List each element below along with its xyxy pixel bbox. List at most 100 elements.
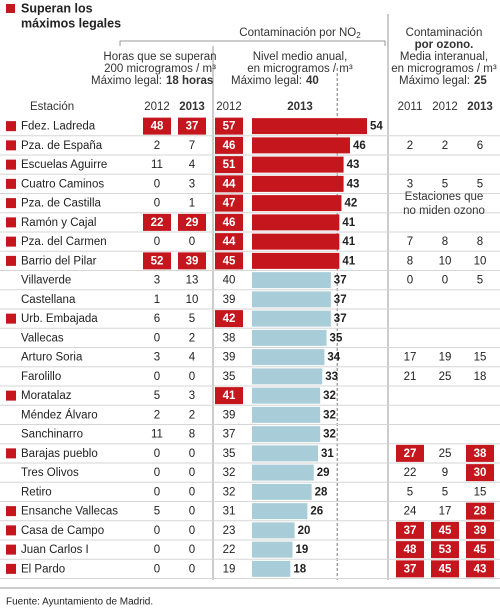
bar-value: 43 xyxy=(347,178,360,190)
cell-value: 51 xyxy=(223,159,236,171)
station-name: Pza. del Carmen xyxy=(21,236,107,248)
station-name: Cuatro Caminos xyxy=(21,178,104,190)
cell-value: 48 xyxy=(404,544,417,556)
cell-value: 46 xyxy=(223,140,236,152)
station-name: Tres Olivos xyxy=(21,467,79,479)
bar xyxy=(252,272,331,289)
cell-value: 10 xyxy=(186,294,199,306)
bar xyxy=(252,464,314,481)
bar xyxy=(252,175,344,192)
cell-value: 5 xyxy=(154,506,160,518)
highlight-cell xyxy=(466,541,494,559)
highlight-cell xyxy=(396,560,424,578)
cell-value: 3 xyxy=(189,178,195,190)
bar xyxy=(252,349,325,366)
station-name: Pza. de España xyxy=(21,140,103,152)
year-label: 2012 xyxy=(216,101,242,113)
year-label: 2013 xyxy=(287,101,313,113)
station-marker xyxy=(6,525,16,536)
station-marker xyxy=(6,236,16,247)
cell-value: 28 xyxy=(474,506,487,518)
cell-value: 15 xyxy=(474,352,487,364)
cell-value: 1 xyxy=(154,294,160,306)
column-header: Máximo legal: xyxy=(91,75,162,87)
station-name: Barrio del Pilar xyxy=(21,255,97,267)
station-marker xyxy=(6,121,16,132)
cell-value: 44 xyxy=(223,178,236,190)
cell-value: 13 xyxy=(186,275,199,287)
cell-value: 53 xyxy=(439,544,452,556)
column-header: 200 microgramos / m³ xyxy=(104,63,216,75)
cell-value: 5 xyxy=(442,178,448,190)
limit-value: 40 xyxy=(306,75,319,87)
cell-value: 31 xyxy=(223,506,236,518)
cell-value: 19 xyxy=(439,352,452,364)
station-name: Ensanche Vallecas xyxy=(21,506,118,518)
cell-value: 57 xyxy=(223,121,236,133)
highlight-cell xyxy=(178,117,206,135)
bar-value: 42 xyxy=(344,198,357,210)
station-name: Villaverde xyxy=(21,275,71,287)
highlight-cell xyxy=(215,175,243,193)
highlight-cell xyxy=(178,252,206,270)
bar xyxy=(252,541,293,558)
cell-value: 52 xyxy=(151,255,164,267)
station-name: Urb. Embajada xyxy=(21,313,98,325)
bar xyxy=(252,387,321,404)
cell-value: 3 xyxy=(154,352,160,364)
station-name: Vallecas xyxy=(21,332,64,344)
cell-value: 41 xyxy=(223,390,236,402)
column-header: Media interanual, xyxy=(400,51,488,63)
bar xyxy=(252,291,331,308)
cell-value: 1 xyxy=(189,198,195,210)
bar xyxy=(252,503,308,520)
cell-value: 0 xyxy=(189,525,195,537)
station-name: Castellana xyxy=(21,294,76,306)
highlight-cell xyxy=(431,560,459,578)
cell-value: 2 xyxy=(407,140,413,152)
bar-value: 46 xyxy=(353,140,366,152)
cell-value: 45 xyxy=(223,255,236,267)
no2-title-sub: 2 xyxy=(356,31,361,40)
station-name: Barajas pueblo xyxy=(21,448,98,460)
cell-value: 17 xyxy=(439,506,452,518)
cell-value: 5 xyxy=(477,178,483,190)
cell-value: 2 xyxy=(189,332,195,344)
cell-value: 0 xyxy=(154,467,160,479)
cell-value: 8 xyxy=(477,236,483,248)
cell-value: 39 xyxy=(223,352,236,364)
bar xyxy=(252,329,327,346)
station-marker xyxy=(6,140,16,151)
bar xyxy=(252,214,340,231)
station-marker xyxy=(6,313,16,324)
no2-title-main: Contaminación por NO xyxy=(239,27,356,39)
highlight-cell xyxy=(143,117,171,135)
bar-value: 37 xyxy=(334,275,347,287)
cell-value: 22 xyxy=(223,544,236,556)
cell-value: 23 xyxy=(223,525,236,537)
bar-value: 41 xyxy=(342,236,355,248)
title-icon xyxy=(6,4,15,13)
bar-value: 43 xyxy=(347,159,360,171)
bar-value: 54 xyxy=(370,121,383,133)
cell-value: 0 xyxy=(189,563,195,575)
bar-value: 32 xyxy=(323,390,336,402)
cell-value: 10 xyxy=(439,255,452,267)
bar-value: 26 xyxy=(310,506,323,518)
cell-value: 25 xyxy=(439,448,452,460)
bar-value: 20 xyxy=(298,525,311,537)
cell-value: 7 xyxy=(407,236,413,248)
cell-value: 0 xyxy=(154,332,160,344)
cell-value: 0 xyxy=(189,544,195,556)
cell-value: 27 xyxy=(404,448,417,460)
cell-value: 18 xyxy=(474,371,487,383)
cell-value: 0 xyxy=(154,448,160,460)
bar xyxy=(252,310,331,327)
bar xyxy=(252,118,368,135)
cell-value: 42 xyxy=(223,313,236,325)
cell-value: 3 xyxy=(154,275,160,287)
cell-value: 0 xyxy=(154,236,160,248)
bar xyxy=(252,406,321,423)
station-marker xyxy=(6,544,16,555)
